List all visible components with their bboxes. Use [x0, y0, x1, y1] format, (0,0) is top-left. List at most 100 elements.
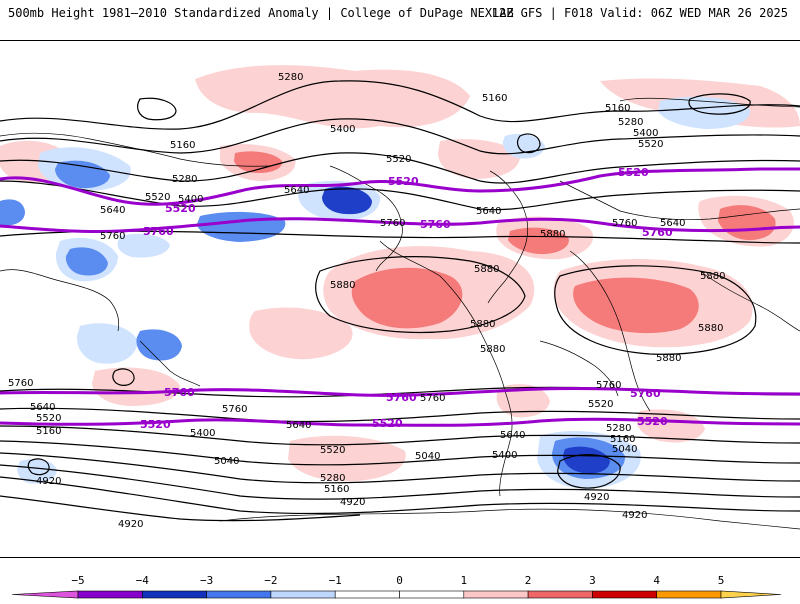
colorbar-segment: [399, 590, 465, 599]
key-contour-label: 5760: [386, 391, 417, 404]
negative-anomaly-shading: [0, 96, 751, 489]
contour-label: 5880: [474, 264, 499, 275]
contour-label: 5640: [286, 420, 311, 431]
contour-labels-black: 5280 5160 5160 5280 5400 5520 5160 5400 …: [8, 72, 725, 530]
colorbar-segment: [592, 590, 658, 599]
colorbar-tick-label: 3: [589, 574, 596, 587]
contour-label: 5160: [170, 140, 195, 151]
contour-label: 5040: [415, 451, 440, 462]
colorbar-segments: [11, 590, 782, 599]
anomaly-map: 5280 5160 5160 5280 5400 5520 5160 5400 …: [0, 40, 800, 558]
contour-label: 5760: [612, 218, 637, 229]
colorbar-segment: [206, 590, 272, 599]
key-contour-label: 5760: [420, 218, 451, 231]
key-contour-label: 5520: [388, 175, 419, 188]
key-contour-label: 5520: [618, 166, 649, 179]
key-contour-label: 5760: [630, 387, 661, 400]
contour-label: 5400: [330, 124, 355, 135]
colorbar-segment: [527, 590, 593, 599]
contour-label: 5760: [420, 393, 445, 404]
contour-label: 5520: [386, 154, 411, 165]
colorbar-tick-label: −1: [329, 574, 342, 587]
contour-label: 5880: [480, 344, 505, 355]
model-run-info: 12Z GFS | F018 Valid: 06Z WED MAR 26 202…: [491, 6, 788, 20]
contour-label: 5040: [214, 456, 239, 467]
contour-label: 5880: [656, 353, 681, 364]
contour-label: 4920: [118, 519, 143, 530]
contour-label: 5520: [588, 399, 613, 410]
contour-label: 5880: [700, 271, 725, 282]
colorbar-segment: [270, 590, 336, 599]
colorbar-tick-label: −4: [136, 574, 150, 587]
colorbar-segment: [334, 590, 400, 599]
contour-label: 5640: [100, 205, 125, 216]
key-contour-label: 5760: [164, 386, 195, 399]
contour-label: 5160: [324, 484, 349, 495]
contour-label: 5280: [172, 174, 197, 185]
contour-labels-purple: 5520 5520 5520 5760 5760 5760 5760 5760 …: [140, 166, 673, 431]
key-contour-label: 5760: [642, 226, 673, 239]
colorbar-segment: [142, 590, 207, 599]
height-contours: [0, 80, 800, 522]
contour-label: 5280: [278, 72, 303, 83]
colorbar-tick-label: 4: [653, 574, 660, 587]
contour-label: 5040: [612, 444, 637, 455]
contour-label: 4920: [584, 492, 609, 503]
contour-label: 5760: [222, 404, 247, 415]
contour-label: 4920: [340, 497, 365, 508]
colorbar-tick-label: 0: [396, 574, 403, 587]
contour-label: 5760: [100, 231, 125, 242]
colorbar-tick-label: −3: [200, 574, 213, 587]
contour-label: 5640: [660, 218, 685, 229]
contour-label: 5880: [540, 229, 565, 240]
map-canvas: 5280 5160 5160 5280 5400 5520 5160 5400 …: [0, 65, 800, 530]
contour-label: 5640: [476, 206, 501, 217]
contour-label: 5160: [605, 103, 630, 114]
map-title: 500mb Height 1981–2010 Standardized Anom…: [8, 6, 514, 20]
contour-label: 5520: [145, 192, 170, 203]
contour-label: 4920: [622, 510, 647, 521]
colorbar-segment: [463, 590, 529, 599]
colorbar-arrow-left: [11, 590, 79, 599]
colorbar-tick-label: 5: [718, 574, 725, 587]
colorbar-arrow-right: [720, 590, 782, 599]
contour-label: 5400: [178, 194, 203, 205]
contour-label: 5520: [638, 139, 663, 150]
contour-label: 5160: [36, 426, 61, 437]
contour-label: 5640: [284, 185, 309, 196]
contour-label: 5760: [380, 218, 405, 229]
colorbar-svg: −5 −4 −3 −2 −1 0 1 2 3 4 5: [11, 574, 782, 599]
contour-label: 5640: [30, 402, 55, 413]
key-contour-label: 5520: [372, 417, 403, 430]
colorbar-ticks: −5 −4 −3 −2 −1 0 1 2 3 4 5: [71, 574, 724, 587]
contour-label: 5880: [470, 319, 495, 330]
contour-label: 4920: [36, 476, 61, 487]
contour-label: 5280: [320, 473, 345, 484]
colorbar-tick-label: −2: [264, 574, 277, 587]
contour-label: 5760: [596, 380, 621, 391]
contour-label: 5760: [8, 378, 33, 389]
contour-label: 5520: [320, 445, 345, 456]
contour-label: 5400: [633, 128, 658, 139]
contour-label: 5280: [618, 117, 643, 128]
positive-anomaly-shading: [0, 65, 800, 482]
contour-label: 5880: [698, 323, 723, 334]
contour-label: 5520: [36, 413, 61, 424]
colorbar-tick-label: −5: [71, 574, 84, 587]
contour-label: 5400: [492, 450, 517, 461]
key-contour-label: 5520: [140, 418, 171, 431]
key-contour-label: 5520: [165, 202, 196, 215]
contour-label: 5880: [330, 280, 355, 291]
colorbar-segment: [77, 590, 143, 599]
colorbar-tick-label: 2: [525, 574, 532, 587]
colorbar-tick-label: 1: [460, 574, 467, 587]
contour-label: 5640: [500, 430, 525, 441]
key-contour-label: 5760: [143, 225, 174, 238]
contour-label: 5400: [190, 428, 215, 439]
anomaly-colorbar: −5 −4 −3 −2 −1 0 1 2 3 4 5: [0, 566, 800, 600]
contour-label: 5160: [482, 93, 507, 104]
key-contour-label: 5520: [637, 415, 668, 428]
colorbar-segment: [656, 590, 722, 599]
contour-label: 5280: [606, 423, 631, 434]
contour-label: 5160: [610, 434, 635, 445]
